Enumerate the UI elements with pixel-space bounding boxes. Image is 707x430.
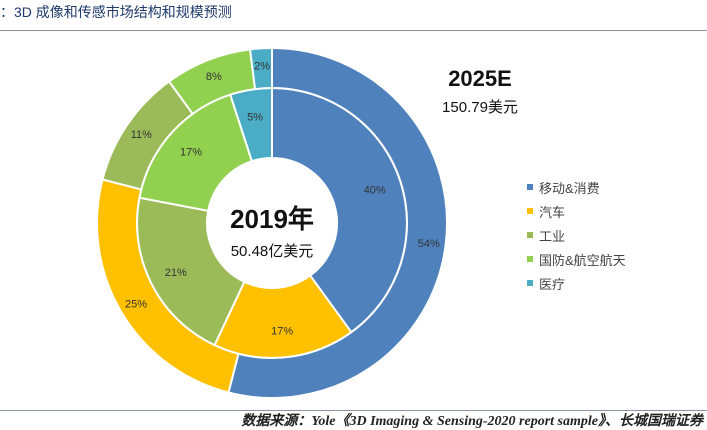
source-note: 数据来源：Yole《3D Imaging & Sensing-2020 repo… bbox=[241, 414, 703, 429]
legend-label-3: 国防&航空航天 bbox=[539, 252, 626, 268]
bottom-divider bbox=[0, 410, 707, 411]
outer-slice-label-2: 11% bbox=[131, 129, 152, 141]
chart-legend: 移动&消费汽车工业国防&航空航天 医疗 bbox=[527, 175, 626, 295]
legend-item-0: 移动&消费 bbox=[527, 175, 626, 199]
top-divider bbox=[0, 30, 707, 31]
legend-label-2: 工业 bbox=[539, 228, 566, 244]
outer-slice-label-1: 25% bbox=[125, 298, 147, 310]
inner-total-label: 50.48亿美元 bbox=[231, 243, 314, 260]
inner-year-label: 2019年 bbox=[230, 204, 314, 234]
inner-slice-label-1: 17% bbox=[271, 326, 293, 338]
outer-slice-4 bbox=[248, 46, 273, 91]
legend-swatch-1 bbox=[527, 208, 533, 214]
outer-year-label: 2025E bbox=[448, 66, 512, 91]
chart-title: ：3D 成像和传感市场结构和规模预测 bbox=[0, 4, 232, 20]
legend-swatch-4 bbox=[527, 280, 533, 286]
legend-item-1: 汽车 bbox=[527, 199, 626, 223]
outer-slice-label-0: 54% bbox=[418, 238, 440, 250]
legend-label-1: 汽车 bbox=[539, 204, 566, 220]
slice-labels: 40% 17% 21% 17% 5% 54% 25% 11% 8% 2% bbox=[125, 60, 440, 337]
outer-slice-label-3: 8% bbox=[206, 71, 222, 83]
inner-slice-label-0: 40% bbox=[364, 185, 386, 197]
inner-slice-label-2: 21% bbox=[165, 267, 187, 279]
legend-swatch-2 bbox=[527, 232, 533, 238]
outer-slice-0 bbox=[227, 46, 448, 399]
inner-slice-label-4: 5% bbox=[247, 111, 263, 123]
donut-rings bbox=[96, 46, 448, 399]
legend-swatch-3 bbox=[527, 256, 533, 262]
donut-chart: 40% 17% 21% 17% 5% 54% 25% 11% 8% 2% 2019年 50.48亿… bbox=[96, 46, 518, 399]
legend-item-2: 工业 bbox=[527, 223, 626, 247]
legend-label-0: 移动&消费 bbox=[539, 180, 600, 196]
outer-slice-label-4: 2% bbox=[254, 60, 270, 72]
inner-slice-label-3: 17% bbox=[180, 147, 202, 159]
legend-swatch-0 bbox=[527, 184, 533, 190]
legend-label-4: 医疗 bbox=[539, 276, 566, 292]
legend-item-4: 医疗 bbox=[527, 271, 626, 295]
outer-total-label: 150.79美元 bbox=[442, 99, 518, 116]
legend-item-3: 国防&航空航天 bbox=[527, 247, 626, 271]
